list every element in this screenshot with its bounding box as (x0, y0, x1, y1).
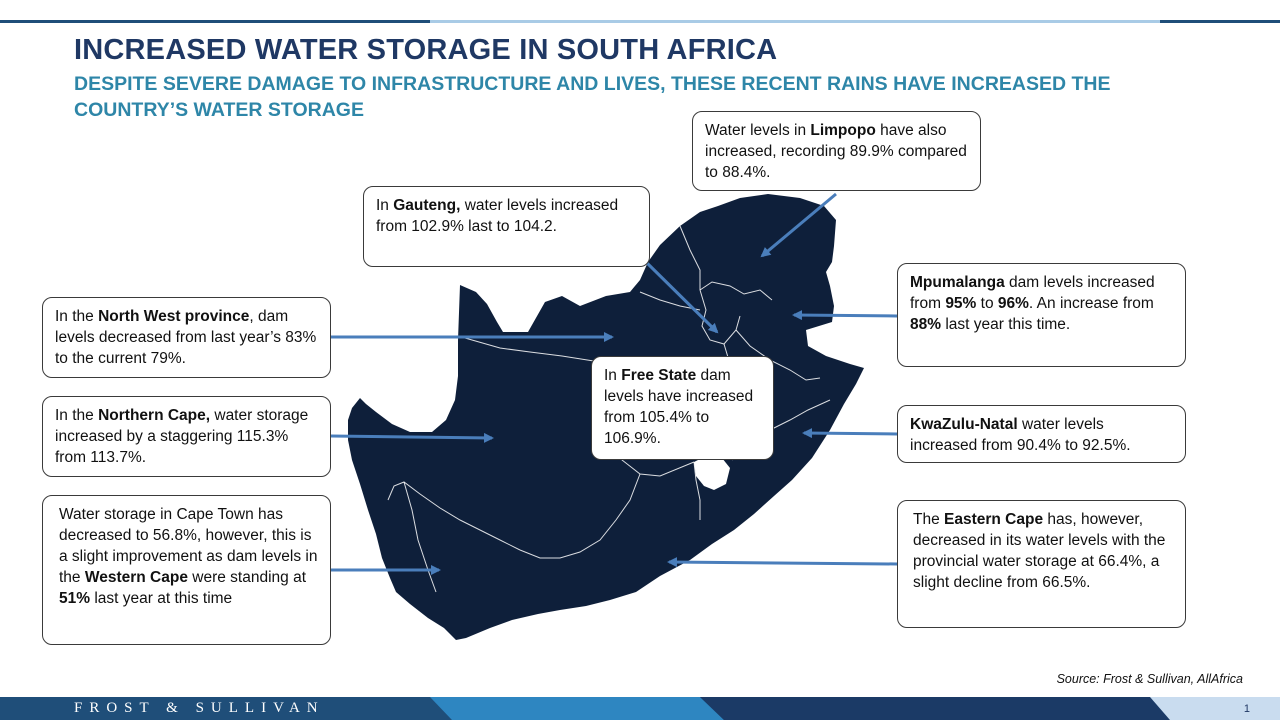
arrow-mpumalanga (792, 310, 898, 321)
source-note: Source: Frost & Sullivan, AllAfrica (1056, 672, 1243, 686)
callout-arrows (330, 192, 898, 575)
top-rule (0, 20, 1280, 23)
arrow-eastern-cape (667, 557, 898, 568)
callout-north-west: In the North West province, dam levels d… (42, 297, 331, 378)
page-title: INCREASED WATER STORAGE IN SOUTH AFRICA (74, 34, 778, 66)
lesotho-outline (694, 456, 730, 490)
page-subtitle: DESPITE SEVERE DAMAGE TO INFRASTRUCTURE … (74, 73, 1111, 121)
callout-northern-cape: In the Northern Cape, water storage incr… (42, 396, 331, 477)
callout-gauteng: In Gauteng, water levels increased from … (363, 186, 650, 267)
arrow-northern-cape (330, 432, 494, 443)
page-number: 1 (1243, 703, 1250, 715)
callout-limpopo: Water levels in Limpopo have also increa… (692, 111, 981, 191)
arrow-kzn (802, 428, 898, 439)
callout-mpumalanga: Mpumalanga dam levels increased from 95%… (897, 263, 1186, 367)
frost-sullivan-logo: FROST & SULLIVAN (74, 700, 325, 716)
callout-eastern-cape: The Eastern Cape has, however, decreased… (897, 500, 1186, 628)
footer-bar (0, 697, 1280, 720)
callout-western-cape: Water storage in Cape Town has decreased… (42, 495, 331, 645)
callout-kwazulu-natal: KwaZulu-Natal water levels increased fro… (897, 405, 1186, 463)
callout-free-state: In Free State dam levels have increased … (591, 356, 774, 460)
arrow-gauteng (644, 260, 719, 334)
arrow-limpopo (760, 192, 837, 258)
